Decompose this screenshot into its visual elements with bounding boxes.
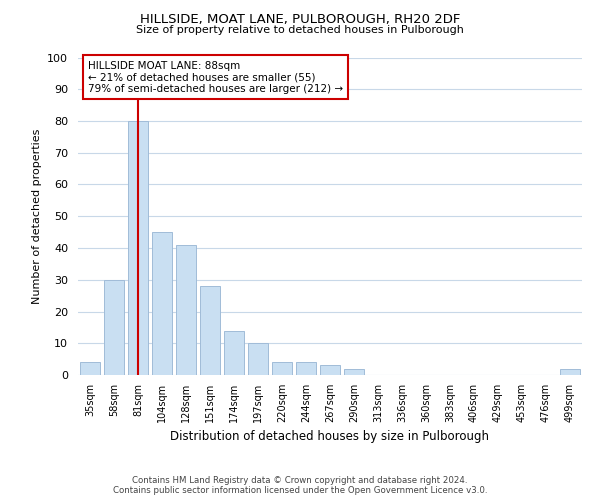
Text: HILLSIDE MOAT LANE: 88sqm
← 21% of detached houses are smaller (55)
79% of semi-: HILLSIDE MOAT LANE: 88sqm ← 21% of detac… [88, 60, 343, 94]
Bar [248, 343, 268, 375]
Bar [128, 121, 148, 375]
Text: Size of property relative to detached houses in Pulborough: Size of property relative to detached ho… [136, 25, 464, 35]
Bar [344, 368, 364, 375]
Bar [224, 330, 244, 375]
Bar [560, 368, 580, 375]
Bar [176, 245, 196, 375]
Bar [152, 232, 172, 375]
Bar [200, 286, 220, 375]
Text: HILLSIDE, MOAT LANE, PULBOROUGH, RH20 2DF: HILLSIDE, MOAT LANE, PULBOROUGH, RH20 2D… [140, 12, 460, 26]
Bar [80, 362, 100, 375]
Bar [320, 366, 340, 375]
X-axis label: Distribution of detached houses by size in Pulborough: Distribution of detached houses by size … [170, 430, 490, 444]
Bar [296, 362, 316, 375]
Text: Contains HM Land Registry data © Crown copyright and database right 2024.
Contai: Contains HM Land Registry data © Crown c… [113, 476, 487, 495]
Y-axis label: Number of detached properties: Number of detached properties [32, 128, 42, 304]
Bar [272, 362, 292, 375]
Bar [104, 280, 124, 375]
